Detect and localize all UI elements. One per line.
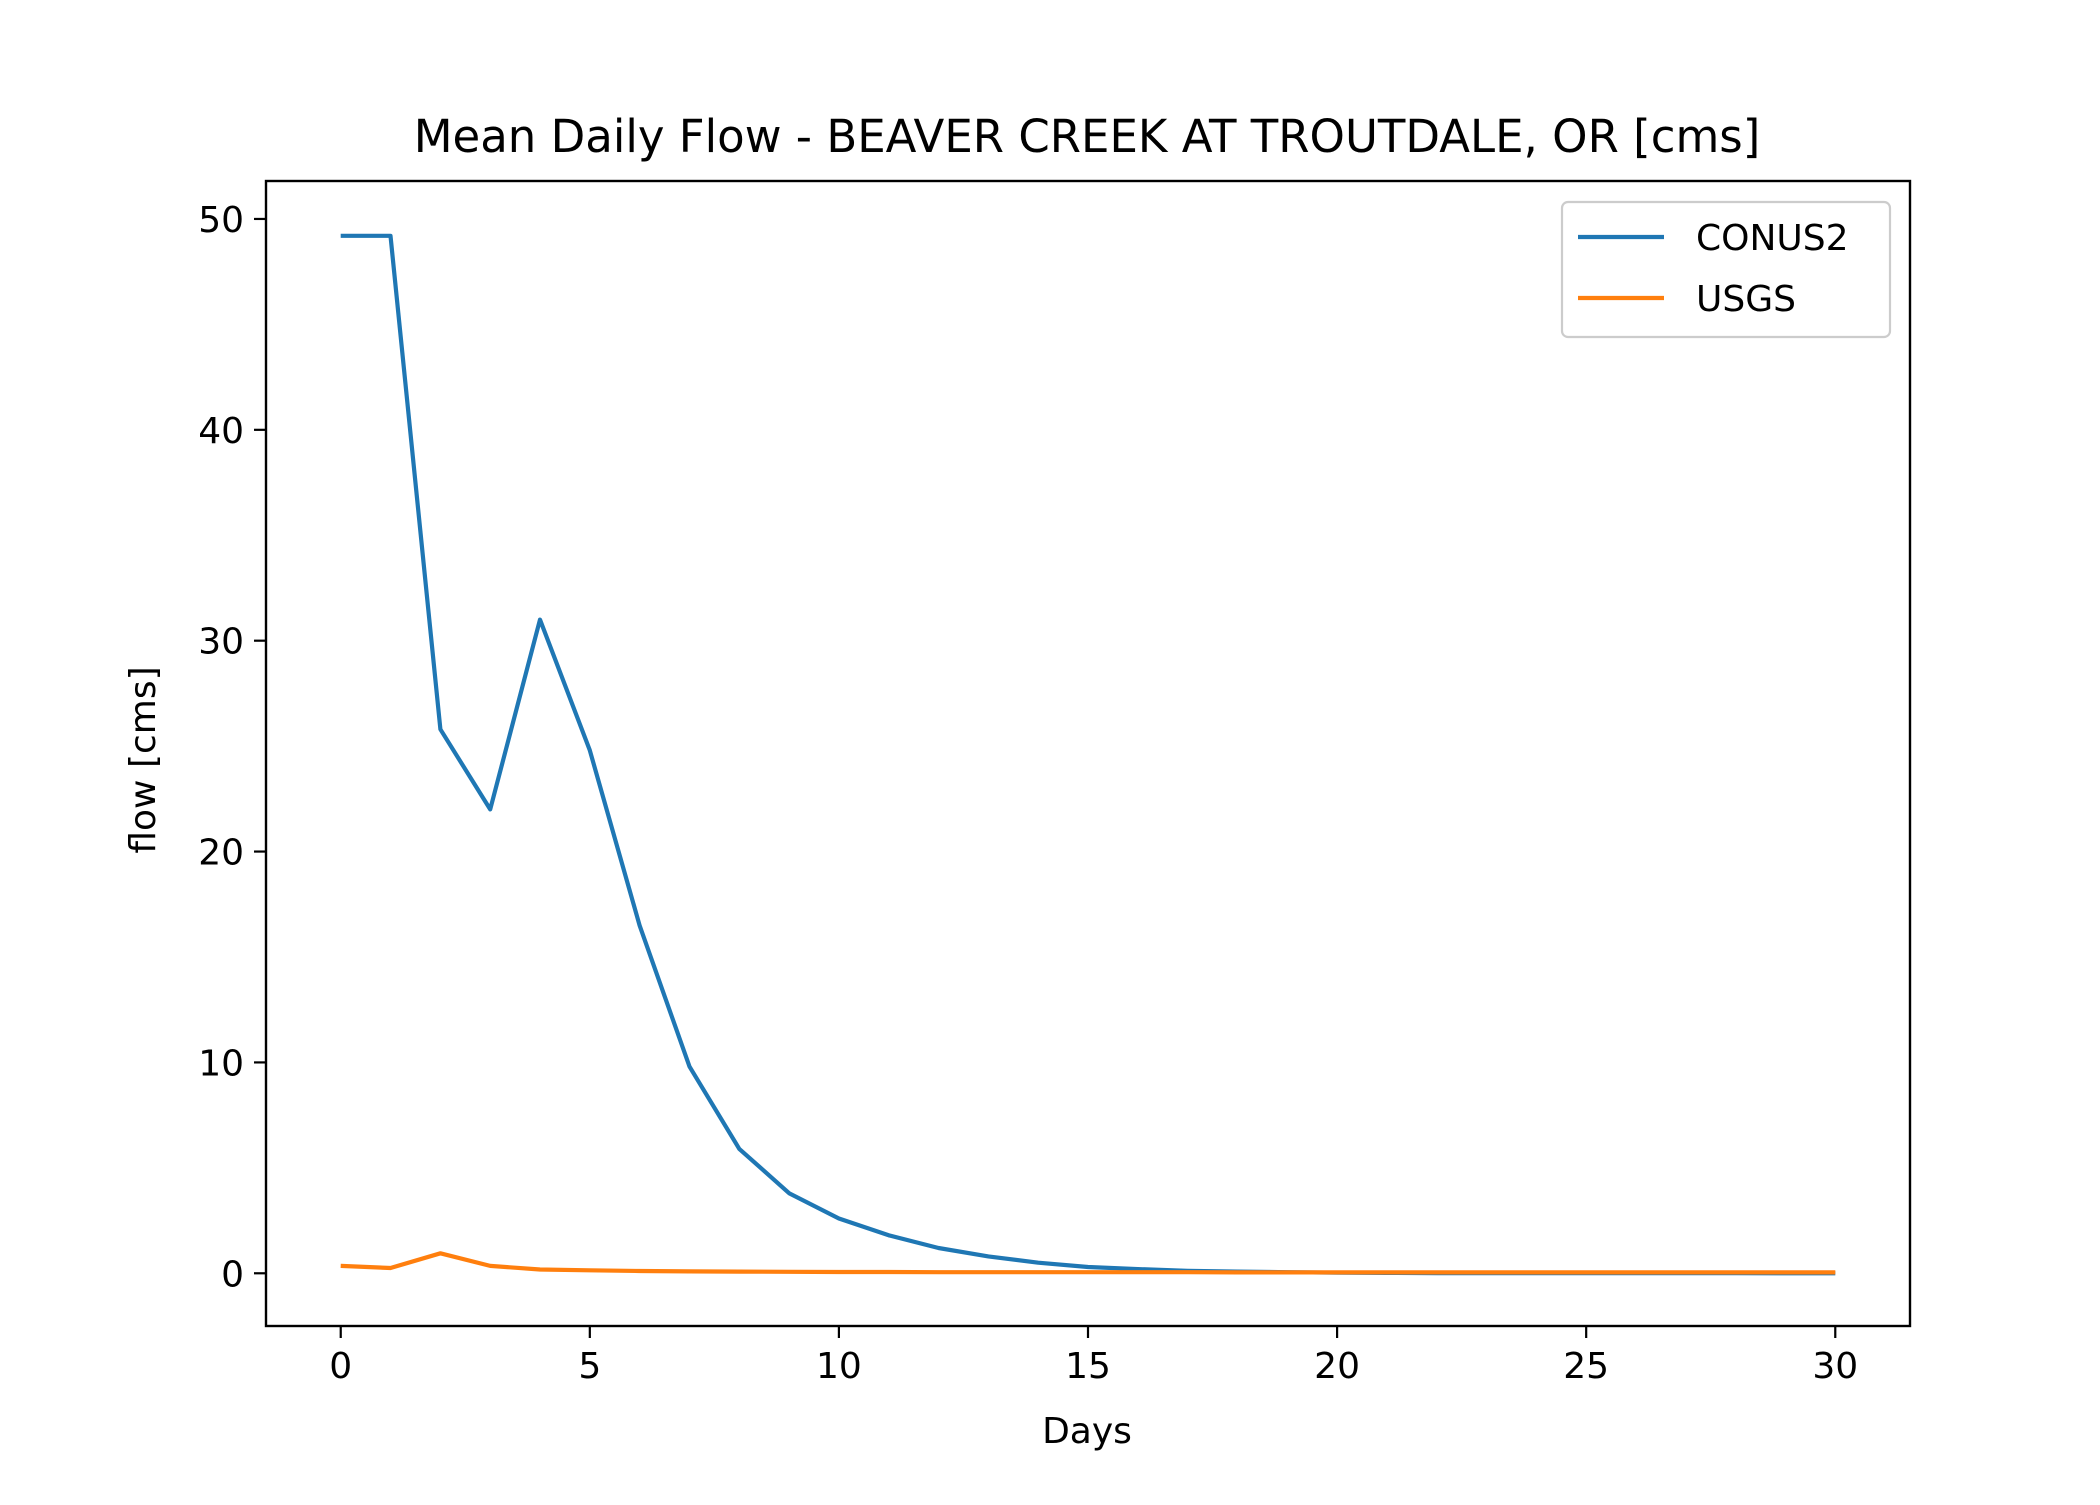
x-tick-label: 0	[329, 1346, 352, 1387]
x-tick-label: 20	[1314, 1346, 1360, 1387]
legend: CONUS2 USGS	[1560, 200, 1892, 339]
x-axis-label: Days	[1042, 1411, 1132, 1452]
x-tick-label: 25	[1563, 1346, 1609, 1387]
y-tick-label: 50	[198, 200, 244, 241]
legend-label-conus2: CONUS2	[1696, 218, 1849, 259]
series-line-usgs	[340, 1251, 1836, 1275]
y-tick-label: 0	[221, 1254, 244, 1295]
y-axis-label: flow [cms]	[123, 666, 164, 853]
chart-title: Mean Daily Flow - BEAVER CREEK AT TROUTD…	[414, 110, 1761, 163]
x-tick-label: 15	[1065, 1346, 1111, 1387]
y-tick-label: 10	[198, 1043, 244, 1084]
plot-area: 0 5 10 15 20 25 30 0 10 20 30 40 50	[198, 179, 1912, 1387]
x-tick-label: 10	[816, 1346, 862, 1387]
y-tick-label: 20	[198, 833, 244, 874]
y-tick-label: 40	[198, 411, 244, 452]
x-tick-label: 30	[1812, 1346, 1858, 1387]
legend-label-usgs: USGS	[1696, 279, 1796, 320]
x-tick-label: 5	[578, 1346, 601, 1387]
y-tick-label: 30	[198, 622, 244, 663]
